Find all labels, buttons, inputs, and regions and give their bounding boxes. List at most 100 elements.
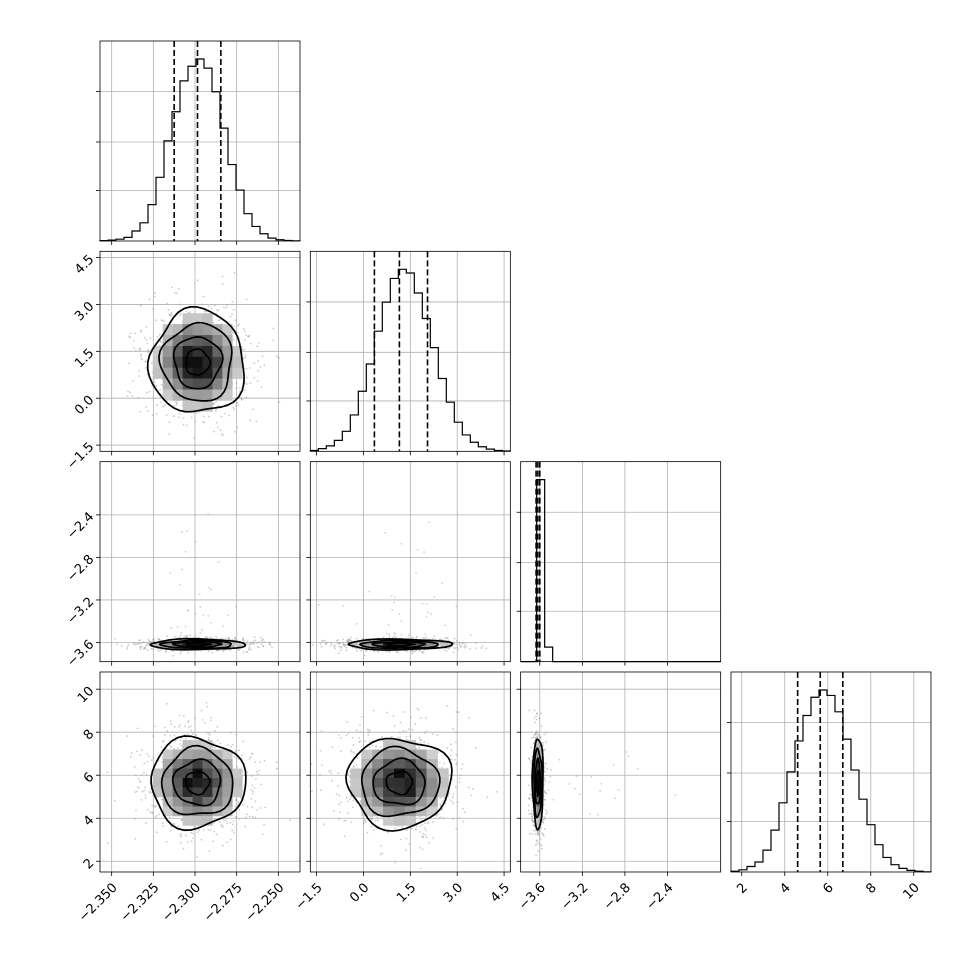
sample-point [359, 723, 361, 726]
density-cell [222, 335, 233, 347]
sample-point [402, 711, 405, 713]
density-cell [202, 806, 213, 817]
sample-point [218, 319, 220, 322]
sample-point [134, 837, 137, 840]
sample-point [187, 719, 190, 722]
sample-point [251, 792, 254, 795]
sample-point [182, 423, 185, 426]
density-cell [182, 749, 193, 760]
sample-point [325, 643, 328, 645]
sample-point [215, 409, 217, 412]
sample-point [207, 513, 209, 516]
scatter-points [113, 513, 274, 657]
sample-point [229, 838, 232, 841]
density-cell [361, 787, 373, 798]
sample-point [359, 799, 362, 802]
sample-point [128, 335, 131, 338]
density-cell [222, 749, 233, 760]
sample-point [141, 358, 144, 361]
density-cell [182, 367, 193, 379]
density-cell [222, 324, 233, 336]
sample-point [425, 615, 428, 618]
density-cell [350, 768, 362, 779]
sample-point [215, 400, 218, 403]
sample-point [460, 767, 463, 770]
sample-point [137, 778, 140, 780]
sample-point [187, 841, 189, 843]
sample-point [139, 303, 142, 306]
sample-point [137, 396, 140, 399]
sample-point [345, 649, 348, 652]
sample-point [209, 829, 212, 832]
sample-point [133, 817, 136, 820]
sample-point [201, 303, 203, 306]
sample-point [359, 730, 362, 733]
density-cell [192, 356, 203, 369]
sample-point [222, 306, 225, 309]
sample-point [159, 340, 162, 343]
sample-point [415, 572, 417, 574]
sample-point [423, 637, 426, 640]
sample-point [368, 740, 371, 743]
density-cell [182, 324, 193, 336]
density-cell [372, 778, 384, 788]
density-cell [202, 324, 213, 336]
sample-point [368, 590, 371, 593]
sample-point [336, 639, 339, 641]
sample-point [324, 639, 326, 642]
sample-point [227, 636, 230, 639]
sample-point [372, 829, 375, 832]
sample-point [217, 561, 220, 563]
sample-point [231, 743, 234, 746]
sample-point [388, 633, 391, 636]
sample-point [388, 636, 391, 639]
sample-point [227, 744, 230, 746]
sample-point [453, 642, 456, 645]
density-cell [415, 643, 427, 646]
sample-point [401, 826, 403, 829]
sample-point [439, 816, 442, 819]
sample-point [127, 390, 130, 393]
sample-point [234, 319, 237, 322]
sample-point [172, 655, 175, 657]
sample-point [384, 531, 387, 534]
sample-point [167, 309, 170, 311]
density-cell [232, 768, 243, 779]
sample-point [345, 796, 348, 799]
sample-point [173, 405, 175, 408]
sample-point [416, 635, 418, 638]
sample-point [472, 788, 474, 790]
sample-point [194, 634, 197, 637]
sample-point [136, 786, 139, 789]
density-cell [426, 768, 438, 779]
sample-point [153, 295, 156, 298]
density-cell [393, 815, 406, 826]
sample-point [454, 647, 457, 649]
sample-point [186, 530, 189, 532]
sample-point [372, 709, 375, 712]
sample-point [423, 551, 426, 554]
sample-point [407, 636, 410, 639]
sample-point [225, 637, 227, 640]
sample-point [138, 639, 140, 642]
sample-point [410, 636, 413, 639]
sample-point [146, 342, 149, 345]
sample-point [367, 731, 370, 734]
sample-point [337, 734, 340, 736]
sample-point [395, 636, 397, 639]
sample-point [174, 291, 177, 294]
sample-point [128, 362, 130, 365]
sample-point [218, 821, 221, 824]
sample-point [252, 640, 255, 643]
sample-point [205, 701, 208, 704]
sample-point [151, 648, 154, 651]
scatter-panel-2-1 [306, 461, 511, 666]
sample-point [116, 643, 118, 646]
sample-point [260, 386, 263, 388]
sample-point [155, 814, 158, 817]
sample-point [175, 404, 178, 406]
sample-point [146, 649, 149, 652]
sample-point [142, 771, 145, 774]
sample-point [231, 829, 234, 832]
sample-point [152, 308, 155, 310]
